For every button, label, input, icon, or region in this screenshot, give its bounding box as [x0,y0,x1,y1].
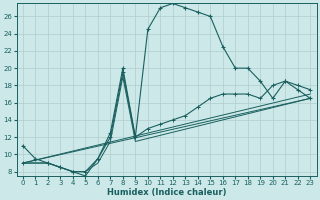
X-axis label: Humidex (Indice chaleur): Humidex (Indice chaleur) [107,188,226,197]
